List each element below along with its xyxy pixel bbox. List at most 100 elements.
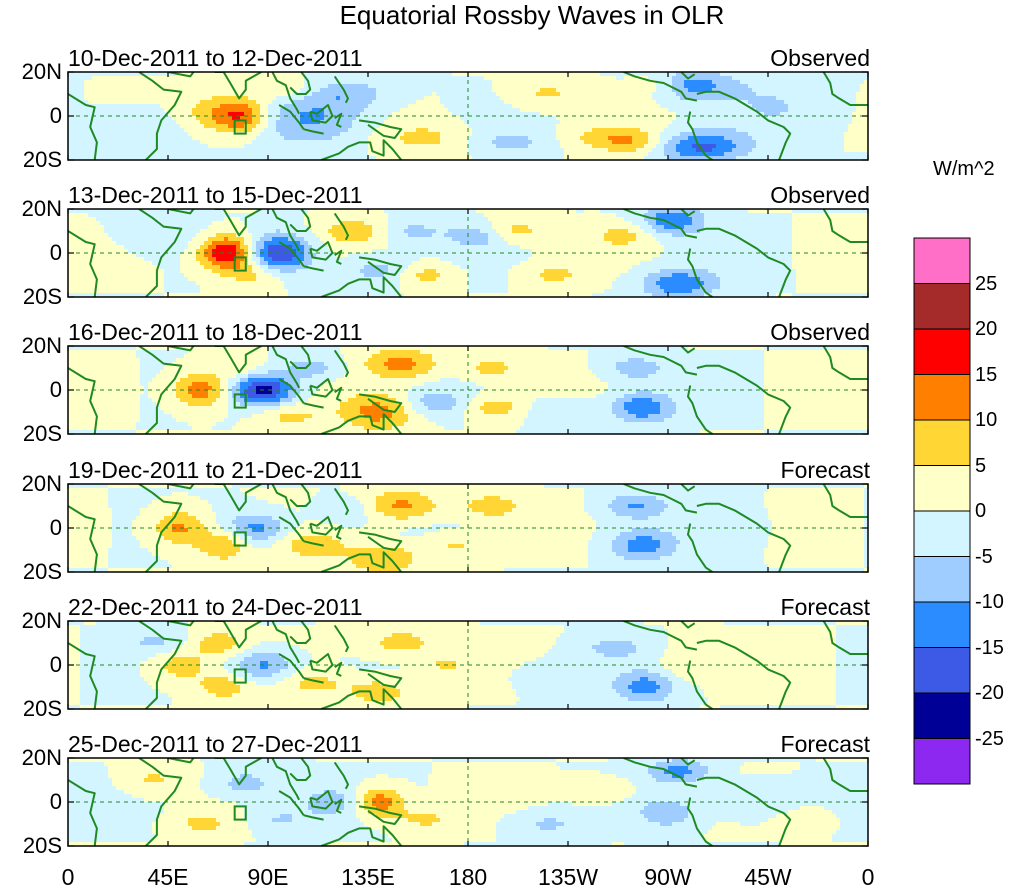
reference-box (233, 805, 247, 821)
coastline-segment (696, 502, 792, 572)
panel-1-dates: 10-Dec-2011 to 12-Dec-2011 (68, 45, 363, 71)
coastline-segment (303, 814, 324, 821)
coastline-segment (320, 825, 403, 846)
coastline-segment (320, 139, 403, 160)
panel-4-status: Forecast (781, 457, 870, 483)
reference-box (233, 256, 247, 272)
lat-label: 20N (0, 473, 62, 495)
coastline-segment (320, 413, 403, 434)
coastline-segment (358, 668, 403, 688)
coastline-segment (214, 209, 262, 237)
colorbar-swatch (913, 419, 971, 466)
coastline-segment (214, 621, 262, 649)
coastline-segment (822, 346, 868, 380)
coastline-segment (334, 524, 343, 540)
coastline-segment (687, 111, 713, 160)
colorbar-swatch (913, 283, 971, 330)
coastline-segment (214, 346, 262, 374)
coastline-segment (68, 505, 98, 572)
colorbar-unit-label: W/m^2 (933, 158, 995, 181)
lat-label: 20S (0, 149, 62, 171)
coastline-segment (271, 484, 300, 527)
panel-6-dates: 25-Dec-2011 to 27-Dec-2011 (68, 731, 363, 757)
colorbar-label: -20 (975, 682, 1004, 704)
coastline-segment (334, 386, 343, 402)
coastline-segment (271, 621, 300, 664)
lat-label: 0 (0, 242, 62, 264)
lat-label: 20N (0, 335, 62, 357)
coastline-segment (822, 72, 868, 106)
coastline-segment (333, 761, 349, 790)
coastline-segment (334, 661, 343, 677)
panel-6-coastlines (68, 758, 868, 846)
colorbar (913, 237, 971, 785)
coastline-segment (214, 72, 262, 100)
panel-5-dates: 22-Dec-2011 to 24-Dec-2011 (68, 594, 363, 620)
coastline-segment (289, 346, 312, 369)
coastline-segment (333, 624, 349, 653)
coastline-segment (303, 128, 324, 135)
coastline-segment (334, 112, 343, 128)
panel-2-coastlines (68, 209, 868, 297)
colorbar-label: 25 (975, 273, 997, 295)
panel-6-status: Forecast (781, 731, 870, 757)
lon-label: 0 (862, 864, 875, 890)
lat-label: 20S (0, 423, 62, 445)
coastline-segment (278, 241, 305, 267)
coastline-segment (271, 346, 300, 389)
coastline-segment (623, 346, 698, 376)
colorbar-label: -15 (975, 637, 1004, 659)
colorbar-label: 0 (975, 500, 986, 522)
panel-3-status: Observed (770, 319, 870, 345)
lon-label: 180 (449, 864, 487, 890)
coastline-segment (138, 758, 183, 846)
coastline-segment (696, 90, 792, 160)
lat-label: 20S (0, 286, 62, 308)
lon-label: 0 (62, 864, 75, 890)
lat-label: 20S (0, 835, 62, 857)
colorbar-swatch (913, 237, 971, 284)
panel-3-dates: 16-Dec-2011 to 18-Dec-2011 (68, 319, 363, 345)
coastline-segment (167, 72, 195, 78)
coastline-segment (167, 346, 195, 352)
coastline-segment (358, 531, 403, 551)
coastline-segment (289, 484, 312, 507)
lon-label: 90W (644, 864, 691, 890)
coastline-segment (68, 230, 98, 297)
colorbar-swatch (913, 465, 971, 512)
colorbar-swatch (913, 692, 971, 739)
coastline-segment (687, 248, 713, 297)
coastline-segment (271, 209, 300, 252)
coastline-segment (68, 779, 98, 846)
lon-label: 45W (744, 864, 791, 890)
coastline-segment (822, 621, 868, 655)
coastline-segment (623, 758, 698, 788)
coastline-segment (822, 484, 868, 518)
panel-1-field (68, 72, 868, 160)
lon-label: 45E (148, 864, 189, 890)
reference-box (233, 668, 247, 684)
coastline-segment (623, 484, 698, 514)
coastline-segment (320, 276, 403, 297)
lat-label: 0 (0, 105, 62, 127)
coastline-segment (680, 758, 696, 766)
coastline-segment (680, 484, 696, 492)
coastline-segment (167, 484, 195, 490)
coastline-segment (333, 212, 349, 241)
colorbar-label: -25 (975, 728, 1004, 750)
coastline-segment (138, 621, 183, 709)
coastline-segment (687, 385, 713, 434)
coastline-segment (278, 653, 305, 679)
panel-1-coastlines (68, 72, 868, 160)
panel-4-dates: 19-Dec-2011 to 21-Dec-2011 (68, 457, 363, 483)
coastline-segment (138, 484, 183, 572)
lat-label: 0 (0, 791, 62, 813)
coastline-segment (167, 758, 195, 764)
coastline-segment (138, 209, 183, 297)
coastline-segment (138, 72, 183, 160)
reference-box (233, 119, 247, 135)
colorbar-label: -5 (975, 546, 993, 568)
coastline-segment (333, 349, 349, 378)
coastline-segment (138, 346, 183, 434)
panel-6-field (68, 758, 868, 846)
